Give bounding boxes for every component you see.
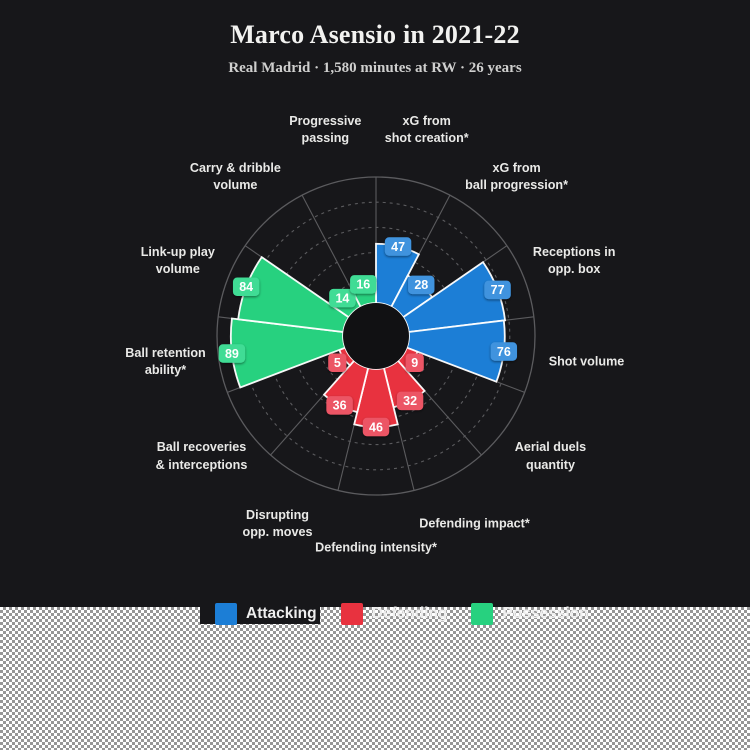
svg-text:84: 84	[239, 280, 253, 294]
svg-text:14: 14	[335, 291, 349, 305]
svg-text:9: 9	[411, 356, 418, 370]
svg-text:46: 46	[369, 420, 383, 434]
svg-text:16: 16	[356, 278, 370, 292]
svg-text:5: 5	[334, 356, 341, 370]
svg-text:77: 77	[491, 283, 505, 297]
svg-text:32: 32	[403, 394, 417, 408]
svg-text:47: 47	[391, 240, 405, 254]
svg-text:28: 28	[414, 278, 428, 292]
svg-text:76: 76	[497, 345, 511, 359]
svg-text:36: 36	[333, 399, 347, 413]
